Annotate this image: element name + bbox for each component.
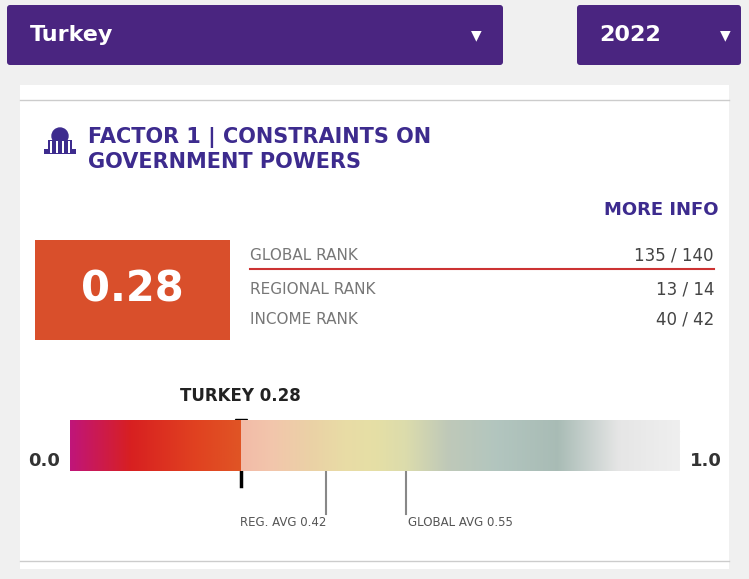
Text: 40 / 42: 40 / 42 xyxy=(656,311,714,329)
Bar xyxy=(240,420,680,471)
Text: GOVERNMENT POWERS: GOVERNMENT POWERS xyxy=(88,152,361,172)
Text: FACTOR 1 | CONSTRAINTS ON: FACTOR 1 | CONSTRAINTS ON xyxy=(88,127,431,148)
Text: 0.0: 0.0 xyxy=(28,453,60,471)
Text: Turkey: Turkey xyxy=(30,25,113,45)
Text: INCOME RANK: INCOME RANK xyxy=(250,313,358,328)
Text: MORE INFO: MORE INFO xyxy=(604,201,719,219)
Text: REG. AVG 0.42: REG. AVG 0.42 xyxy=(240,516,327,529)
FancyBboxPatch shape xyxy=(35,240,230,340)
FancyBboxPatch shape xyxy=(7,5,503,65)
Text: GLOBAL RANK: GLOBAL RANK xyxy=(250,247,358,262)
Text: 13 / 14: 13 / 14 xyxy=(655,281,714,299)
FancyBboxPatch shape xyxy=(68,141,70,153)
FancyBboxPatch shape xyxy=(56,141,58,153)
Text: ▼: ▼ xyxy=(470,28,482,42)
Text: 135 / 140: 135 / 140 xyxy=(634,246,714,264)
FancyBboxPatch shape xyxy=(577,5,741,65)
Text: 0.28: 0.28 xyxy=(81,269,184,311)
Text: ▼: ▼ xyxy=(720,28,730,42)
Text: REGIONAL RANK: REGIONAL RANK xyxy=(250,283,375,298)
Text: GLOBAL AVG 0.55: GLOBAL AVG 0.55 xyxy=(408,516,513,529)
FancyBboxPatch shape xyxy=(50,141,52,153)
FancyBboxPatch shape xyxy=(48,140,72,150)
FancyBboxPatch shape xyxy=(62,141,64,153)
Circle shape xyxy=(52,128,68,144)
FancyBboxPatch shape xyxy=(44,149,76,154)
Text: 2022: 2022 xyxy=(599,25,661,45)
FancyBboxPatch shape xyxy=(20,85,729,569)
Text: 1.0: 1.0 xyxy=(690,453,722,471)
Text: TURKEY 0.28: TURKEY 0.28 xyxy=(181,387,301,405)
